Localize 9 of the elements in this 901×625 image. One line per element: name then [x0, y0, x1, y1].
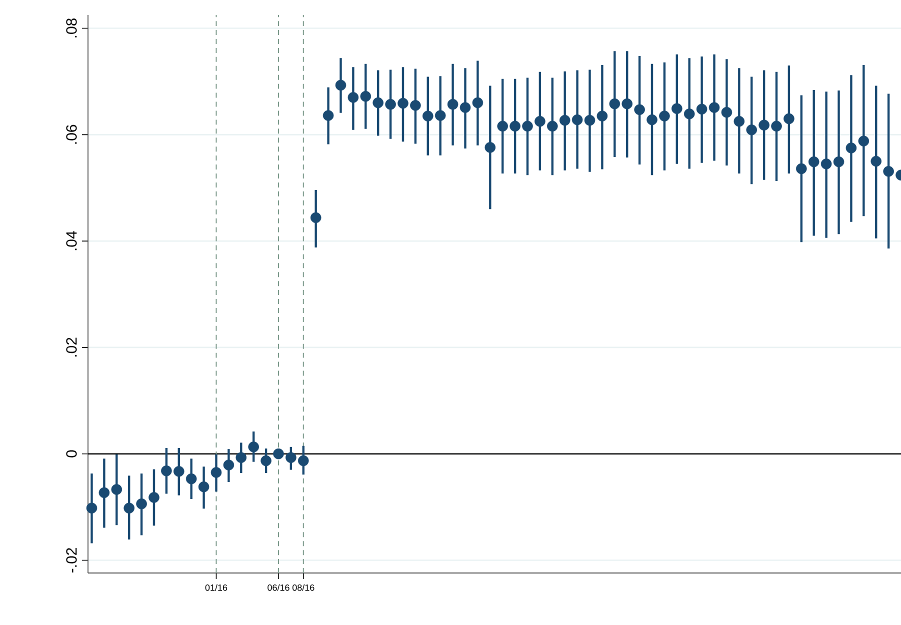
y-tick-label: -.02 — [66, 548, 77, 572]
y-tick-label: .08 — [66, 18, 77, 38]
y-tick-label: .06 — [66, 124, 77, 144]
x-tick-label: 06/16 — [268, 584, 290, 591]
y-tick-label: .04 — [66, 231, 77, 250]
y-tick-label: .02 — [66, 338, 77, 357]
x-tick-label: 01/16 — [205, 584, 228, 591]
y-tick-label: 0 — [66, 450, 77, 458]
x-tick-label: 08/16 — [292, 584, 314, 591]
